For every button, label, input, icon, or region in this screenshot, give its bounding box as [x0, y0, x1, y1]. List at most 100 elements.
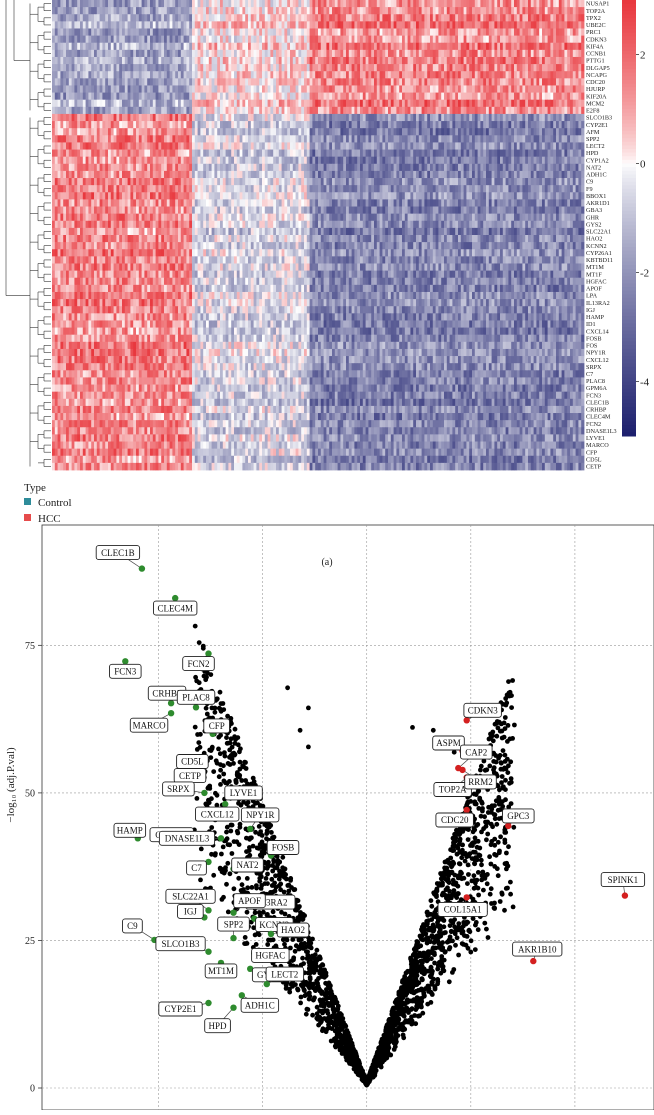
heatmap-cell	[430, 14, 433, 22]
heatmap-cell	[352, 114, 355, 122]
heatmap-cell	[161, 142, 164, 150]
heatmap-cell	[66, 50, 69, 58]
heatmap-cell	[175, 28, 178, 36]
heatmap-cell	[377, 71, 380, 79]
heatmap-cell	[461, 171, 464, 179]
heatmap-cell	[371, 57, 374, 65]
heatmap-cell	[382, 43, 385, 51]
heatmap-cell	[310, 71, 313, 79]
heatmap-cell	[508, 107, 511, 115]
heatmap-cell	[500, 28, 503, 36]
heatmap-cell	[548, 43, 551, 51]
heatmap-cell	[226, 178, 229, 186]
heatmap-cell	[520, 150, 523, 158]
heatmap-cell	[189, 71, 192, 79]
heatmap-cell	[74, 57, 77, 65]
heatmap-cell	[248, 0, 251, 8]
heatmap-cell	[562, 142, 565, 150]
heatmap-cell	[455, 64, 458, 72]
heatmap-cell	[296, 57, 299, 65]
heatmap-cell	[528, 121, 531, 129]
heatmap-cell	[273, 150, 276, 158]
heatmap-cell	[276, 100, 279, 108]
heatmap-cell	[346, 121, 349, 129]
heatmap-cell	[284, 164, 287, 172]
heatmap-cell	[80, 157, 83, 165]
heatmap-cell	[304, 7, 307, 15]
heatmap-cell	[500, 171, 503, 179]
heatmap-cell	[178, 121, 181, 129]
heatmap-cell	[111, 71, 114, 79]
heatmap-cell	[251, 157, 254, 165]
heatmap-cell	[268, 14, 271, 22]
heatmap-cell	[102, 128, 105, 136]
heatmap-cell	[332, 121, 335, 129]
heatmap-cell	[88, 164, 91, 172]
heatmap-cell	[312, 157, 315, 165]
heatmap-cell	[111, 100, 114, 108]
heatmap-cell	[237, 7, 240, 15]
heatmap-cell	[357, 164, 360, 172]
heatmap-cell	[548, 21, 551, 29]
heatmap-cell	[279, 93, 282, 101]
heatmap-cell	[371, 43, 374, 51]
heatmap-cell	[209, 178, 212, 186]
heatmap-cell	[226, 85, 229, 93]
heatmap-cell	[259, 178, 262, 186]
heatmap-cell	[100, 171, 103, 179]
heatmap-cell	[335, 164, 338, 172]
heatmap-cell	[483, 14, 486, 22]
heatmap-cell	[279, 164, 282, 172]
heatmap-cell	[324, 100, 327, 108]
heatmap-cell	[150, 128, 153, 136]
heatmap-cell	[307, 142, 310, 150]
heatmap-cell	[226, 57, 229, 65]
heatmap-cell	[371, 7, 374, 15]
heatmap-cell	[444, 36, 447, 44]
heatmap-cell	[178, 85, 181, 93]
heatmap-cell	[114, 142, 117, 150]
heatmap-cell	[503, 93, 506, 101]
heatmap-cell	[357, 50, 360, 58]
heatmap-cell	[161, 71, 164, 79]
heatmap-cell	[413, 21, 416, 29]
heatmap-cell	[472, 164, 475, 172]
heatmap-cell	[480, 121, 483, 129]
heatmap-cell	[240, 21, 243, 29]
heatmap-cell	[363, 43, 366, 51]
heatmap-cell	[399, 107, 402, 115]
heatmap-cell	[492, 114, 495, 122]
heatmap-cell	[63, 43, 66, 51]
heatmap-cell	[108, 114, 111, 122]
heatmap-cell	[461, 157, 464, 165]
heatmap-cell	[86, 64, 89, 72]
heatmap-cell	[119, 7, 122, 15]
heatmap-cell	[559, 121, 562, 129]
heatmap-cell	[444, 71, 447, 79]
heatmap-cell	[492, 85, 495, 93]
heatmap-cell	[326, 21, 329, 29]
heatmap-cell	[416, 57, 419, 65]
heatmap-cell	[419, 64, 422, 72]
heatmap-cell	[564, 71, 567, 79]
heatmap-cell	[382, 14, 385, 22]
heatmap-cell	[503, 14, 506, 22]
heatmap-cell	[478, 57, 481, 65]
heatmap-cell	[111, 85, 114, 93]
heatmap-cell	[374, 28, 377, 36]
heatmap-cell	[175, 50, 178, 58]
heatmap-cell	[520, 78, 523, 86]
heatmap-cell	[91, 142, 94, 150]
heatmap-cell	[256, 128, 259, 136]
heatmap-cell	[377, 100, 380, 108]
heatmap-cell	[133, 171, 136, 179]
heatmap-cell	[242, 100, 245, 108]
heatmap-cell	[514, 100, 517, 108]
heatmap-cell	[114, 21, 117, 29]
heatmap-cell	[133, 57, 136, 65]
heatmap-cell	[83, 28, 86, 36]
heatmap-cell	[363, 28, 366, 36]
heatmap-cell	[223, 78, 226, 86]
heatmap-cell	[156, 128, 159, 136]
heatmap-cell	[125, 50, 128, 58]
